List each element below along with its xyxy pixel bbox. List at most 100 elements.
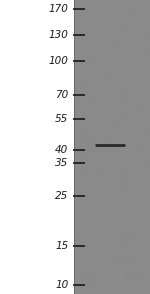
Point [94, 230, 97, 235]
Point [131, 204, 134, 209]
Point [146, 0, 149, 4]
Point [75, 6, 77, 11]
Point [134, 199, 137, 204]
Point [90, 235, 92, 240]
Point [137, 203, 140, 208]
Point [141, 139, 144, 144]
Point [78, 248, 80, 252]
Point [95, 9, 97, 14]
Point [141, 210, 144, 215]
Point [90, 150, 93, 154]
Point [124, 171, 126, 176]
Point [115, 163, 117, 167]
Point [102, 175, 104, 180]
Point [99, 81, 102, 85]
Point [129, 192, 131, 196]
Point [128, 286, 130, 291]
Point [146, 103, 149, 108]
Point [121, 124, 123, 129]
Point [80, 253, 82, 257]
Point [101, 165, 103, 170]
Point [139, 172, 141, 176]
Point [83, 205, 85, 210]
Point [137, 54, 139, 58]
Point [120, 204, 122, 209]
Point [147, 17, 149, 22]
Point [136, 18, 139, 23]
Point [147, 203, 150, 207]
Point [98, 20, 100, 25]
Point [84, 188, 87, 193]
Point [80, 116, 83, 121]
Point [78, 276, 80, 281]
Point [132, 76, 134, 81]
Point [104, 119, 106, 123]
Point [89, 267, 91, 271]
Point [125, 9, 128, 14]
Point [109, 163, 111, 168]
Point [99, 196, 101, 201]
Point [93, 2, 96, 6]
Point [80, 122, 82, 127]
Point [100, 2, 103, 7]
Point [111, 161, 113, 166]
Point [89, 283, 91, 288]
Point [105, 0, 108, 3]
Point [105, 116, 107, 121]
Point [123, 96, 125, 101]
Point [129, 129, 132, 133]
Point [131, 171, 133, 176]
Point [96, 275, 98, 280]
Point [124, 280, 127, 285]
Point [129, 221, 131, 225]
Point [137, 111, 139, 116]
Point [137, 36, 139, 41]
Point [122, 154, 124, 159]
Point [76, 78, 79, 83]
Point [75, 282, 77, 287]
Point [126, 135, 128, 140]
Point [129, 266, 131, 270]
Point [83, 156, 85, 161]
Point [105, 155, 108, 159]
Point [90, 39, 92, 44]
Point [116, 197, 118, 202]
Point [122, 65, 124, 70]
Point [128, 32, 130, 37]
Point [123, 139, 125, 143]
Point [121, 88, 124, 92]
Point [108, 116, 111, 121]
Point [95, 61, 97, 66]
Point [103, 53, 105, 58]
Point [147, 280, 149, 285]
Point [116, 122, 118, 126]
Point [147, 192, 150, 196]
Point [130, 263, 132, 267]
Point [94, 231, 96, 236]
Point [103, 111, 105, 116]
Point [146, 203, 149, 207]
Point [112, 8, 115, 13]
Point [98, 268, 100, 273]
Point [143, 157, 145, 162]
Point [85, 152, 88, 157]
Point [110, 166, 112, 171]
Point [117, 24, 119, 29]
Point [143, 250, 146, 255]
Point [110, 153, 112, 158]
Point [130, 156, 132, 161]
Point [132, 111, 134, 116]
Point [92, 249, 94, 254]
Point [92, 223, 94, 228]
Point [108, 166, 111, 171]
Point [120, 93, 123, 98]
Point [81, 116, 83, 121]
Point [96, 107, 99, 111]
Point [139, 191, 142, 196]
Point [133, 27, 136, 31]
Point [123, 291, 126, 294]
Point [139, 134, 141, 139]
Point [78, 173, 81, 178]
Point [114, 220, 117, 225]
Point [110, 193, 112, 198]
